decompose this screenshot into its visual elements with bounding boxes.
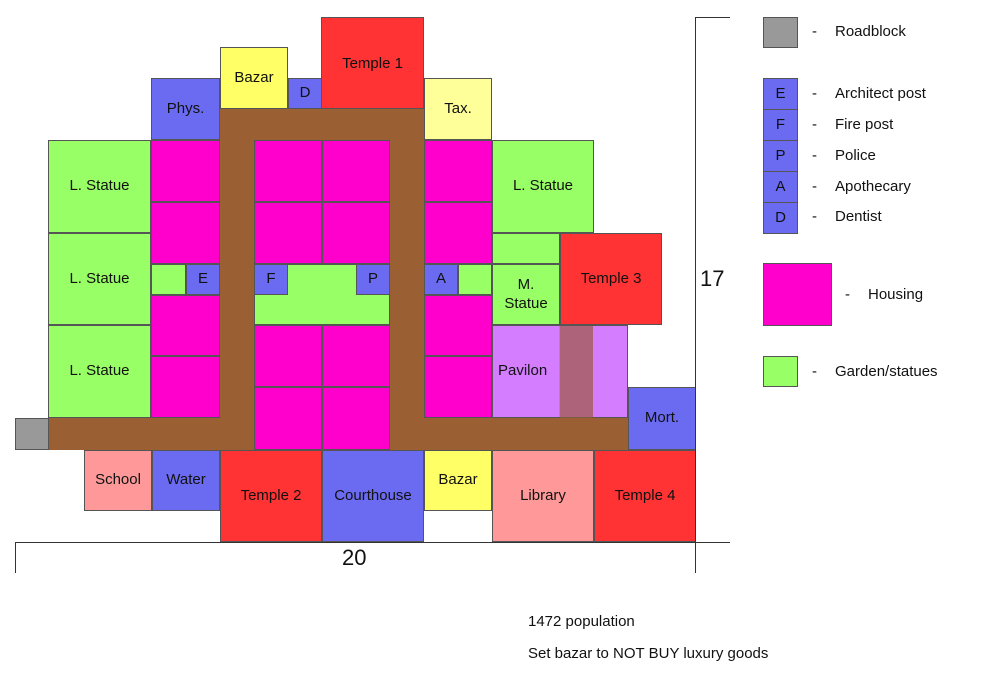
bazar-setting-note: Set bazar to NOT BUY luxury goods bbox=[528, 645, 769, 662]
medium-statue-tile: M. Statue bbox=[492, 264, 560, 325]
housing-tile bbox=[254, 140, 322, 202]
housing-tile bbox=[254, 325, 322, 387]
legend-dash: - bbox=[812, 208, 817, 225]
width-dimension-tick-left bbox=[15, 542, 16, 573]
housing-tile bbox=[424, 202, 492, 264]
garden-tile bbox=[458, 264, 492, 295]
road-bottom-left bbox=[48, 418, 254, 450]
legend-dash: - bbox=[812, 178, 817, 195]
housing-tile bbox=[424, 295, 492, 356]
legend-dash: - bbox=[845, 286, 850, 303]
legend-fire-swatch: F bbox=[763, 109, 798, 141]
housing-tile bbox=[424, 140, 492, 202]
bazar-bottom-tile: Bazar bbox=[424, 450, 492, 511]
housing-tile bbox=[322, 202, 390, 264]
population-note: 1472 population bbox=[528, 613, 635, 630]
legend-dentist-swatch: D bbox=[763, 202, 798, 234]
housing-tile bbox=[424, 356, 492, 418]
legend-roadblock-swatch bbox=[763, 17, 798, 48]
mortuary-tile: Mort. bbox=[628, 387, 696, 450]
large-statue-tile: L. Statue bbox=[48, 140, 151, 233]
police-tile: P bbox=[356, 264, 390, 295]
housing-tile bbox=[322, 140, 390, 202]
garden-tile bbox=[151, 264, 186, 295]
fire-post-tile: F bbox=[254, 264, 288, 295]
temple3-tile: Temple 3 bbox=[560, 233, 662, 325]
road-pavilion-spur-overlay bbox=[560, 326, 593, 418]
bazar-top-tile: Bazar bbox=[220, 47, 288, 109]
legend-architect-label: Architect post bbox=[835, 85, 926, 102]
legend-dash: - bbox=[812, 85, 817, 102]
temple2-tile: Temple 2 bbox=[220, 450, 322, 542]
temple1-tile: Temple 1 bbox=[321, 17, 424, 109]
housing-tile bbox=[151, 295, 220, 356]
legend-housing-swatch bbox=[763, 263, 832, 326]
housing-tile bbox=[151, 202, 220, 264]
legend-apothecary-label: Apothecary bbox=[835, 178, 911, 195]
legend-dash: - bbox=[812, 147, 817, 164]
garden-tile bbox=[492, 233, 560, 264]
legend-police-label: Police bbox=[835, 147, 876, 164]
architect-post-tile: E bbox=[186, 264, 220, 295]
water-tile: Water bbox=[152, 450, 220, 511]
large-statue-tile: L. Statue bbox=[48, 233, 151, 325]
legend-dash: - bbox=[812, 23, 817, 40]
apothecary-tile: A bbox=[424, 264, 458, 295]
roadblock-tile bbox=[15, 418, 49, 450]
legend-garden-swatch bbox=[763, 356, 798, 387]
housing-tile bbox=[254, 387, 322, 450]
road-bottom-right bbox=[390, 418, 628, 450]
legend-apothecary-swatch: A bbox=[763, 171, 798, 203]
legend-dash: - bbox=[812, 363, 817, 380]
library-tile: Library bbox=[492, 450, 594, 542]
housing-tile bbox=[151, 356, 220, 418]
height-dimension-label: 17 bbox=[700, 266, 725, 291]
width-dimension-line bbox=[15, 542, 696, 543]
legend-police-swatch: P bbox=[763, 140, 798, 172]
housing-tile bbox=[254, 202, 322, 264]
temple4-tile: Temple 4 bbox=[594, 450, 696, 542]
dentist-top-tile: D bbox=[288, 78, 322, 109]
courthouse-tile: Courthouse bbox=[322, 450, 424, 542]
height-dimension-line bbox=[695, 17, 696, 573]
legend-fire-label: Fire post bbox=[835, 116, 894, 133]
school-tile: School bbox=[84, 450, 152, 511]
tax-tile: Tax. bbox=[424, 78, 492, 140]
legend-housing-label: Housing bbox=[868, 286, 924, 303]
legend-dash: - bbox=[812, 116, 817, 133]
housing-tile bbox=[322, 325, 390, 387]
legend-garden-label: Garden/statues bbox=[835, 363, 938, 380]
legend-dentist-label: Dentist bbox=[835, 208, 882, 225]
road-left-vertical bbox=[220, 108, 254, 450]
width-dimension-label: 20 bbox=[342, 545, 367, 570]
height-dimension-tick-top bbox=[695, 17, 730, 18]
housing-tile bbox=[151, 140, 220, 202]
height-dimension-tick-bottom bbox=[695, 542, 730, 543]
physician-tile: Phys. bbox=[151, 78, 220, 140]
housing-tile bbox=[322, 387, 390, 450]
legend-architect-swatch: E bbox=[763, 78, 798, 110]
large-statue-tile: L. Statue bbox=[492, 140, 594, 233]
road-right-vertical bbox=[390, 108, 424, 450]
large-statue-tile: L. Statue bbox=[48, 325, 151, 418]
legend-roadblock-label: Roadblock bbox=[835, 23, 906, 40]
